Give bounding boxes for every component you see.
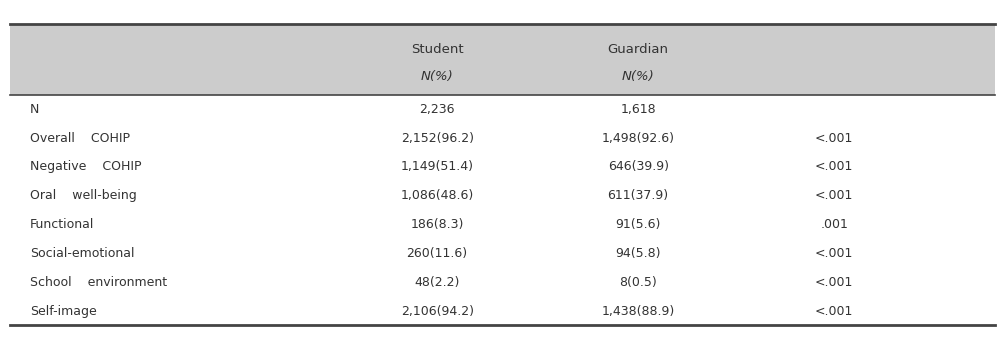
- Text: 260(11.6): 260(11.6): [407, 247, 467, 260]
- Text: <.001: <.001: [815, 247, 853, 260]
- Text: .001: .001: [820, 218, 848, 231]
- Text: Student: Student: [411, 43, 463, 56]
- Text: 1,498(92.6): 1,498(92.6): [602, 132, 674, 145]
- Text: Self-image: Self-image: [30, 304, 96, 318]
- Text: 2,106(94.2): 2,106(94.2): [401, 304, 473, 318]
- Text: 1,086(48.6): 1,086(48.6): [401, 189, 473, 202]
- Text: Social-emotional: Social-emotional: [30, 247, 135, 260]
- Text: 2,236: 2,236: [419, 103, 455, 116]
- Text: N(%): N(%): [622, 70, 654, 83]
- Text: 1,618: 1,618: [620, 103, 656, 116]
- Text: School    environment: School environment: [30, 276, 167, 289]
- Text: 611(37.9): 611(37.9): [608, 189, 668, 202]
- Text: 2,152(96.2): 2,152(96.2): [401, 132, 473, 145]
- Text: 1,438(88.9): 1,438(88.9): [602, 304, 674, 318]
- Text: 8(0.5): 8(0.5): [619, 276, 657, 289]
- Text: 186(8.3): 186(8.3): [410, 218, 464, 231]
- Text: Negative    COHIP: Negative COHIP: [30, 160, 142, 174]
- Text: N(%): N(%): [421, 70, 453, 83]
- Text: <.001: <.001: [815, 132, 853, 145]
- Text: N: N: [30, 103, 39, 116]
- Text: Guardian: Guardian: [608, 43, 668, 56]
- Text: Overall    COHIP: Overall COHIP: [30, 132, 131, 145]
- Bar: [10, 24, 995, 95]
- Text: <.001: <.001: [815, 304, 853, 318]
- Text: 1,149(51.4): 1,149(51.4): [401, 160, 473, 174]
- Text: Oral    well-being: Oral well-being: [30, 189, 137, 202]
- Text: 91(5.6): 91(5.6): [615, 218, 661, 231]
- Text: 646(39.9): 646(39.9): [608, 160, 668, 174]
- Text: <.001: <.001: [815, 189, 853, 202]
- Text: <.001: <.001: [815, 276, 853, 289]
- Text: <.001: <.001: [815, 160, 853, 174]
- Text: Functional: Functional: [30, 218, 94, 231]
- Text: 48(2.2): 48(2.2): [414, 276, 460, 289]
- Text: 94(5.8): 94(5.8): [615, 247, 661, 260]
